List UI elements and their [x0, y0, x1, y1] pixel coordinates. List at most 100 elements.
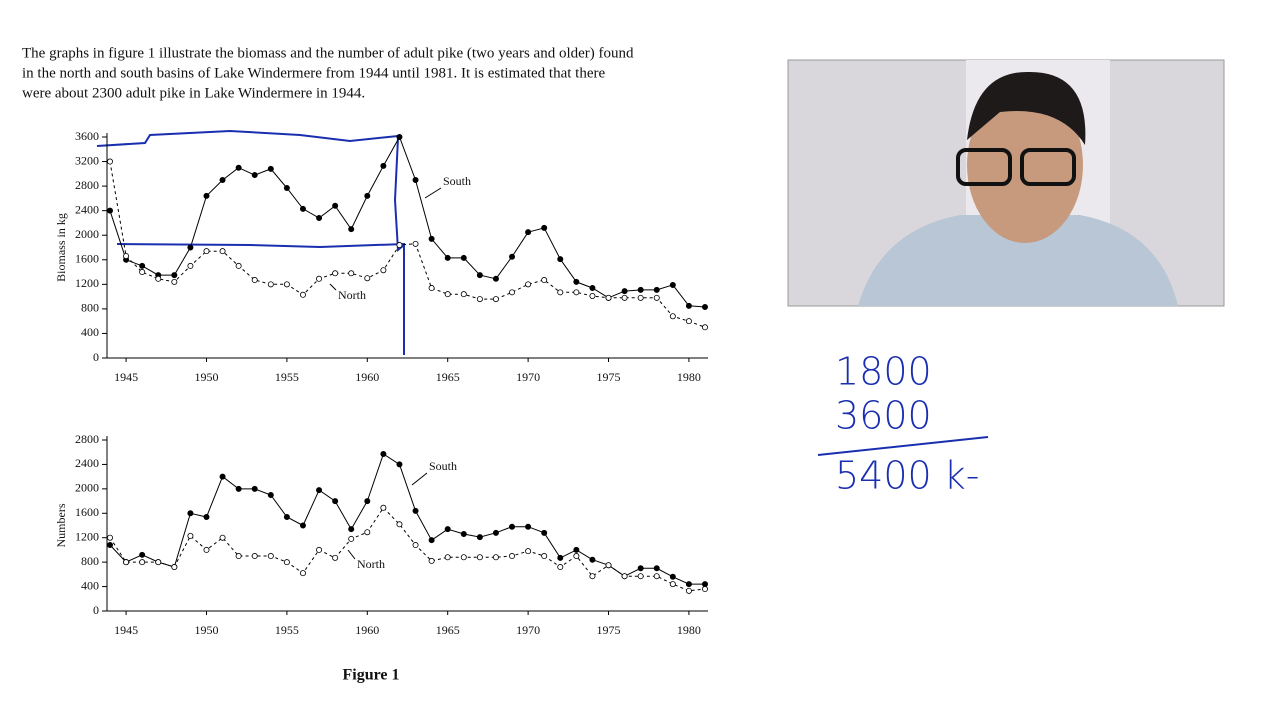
data-point: [509, 289, 516, 296]
data-point: [283, 184, 290, 191]
data-point: [605, 294, 612, 301]
data-point: [235, 485, 242, 492]
hand-drawing: [96, 129, 989, 456]
data-point: [299, 291, 306, 298]
data-point: [476, 296, 483, 303]
data-point: [187, 532, 194, 539]
data-point: [171, 278, 178, 285]
y-axis-label: Biomass in kg: [54, 213, 68, 282]
data-point: [380, 504, 387, 511]
x-tick-label: 1950: [194, 370, 218, 384]
y-tick-label: 2400: [75, 202, 99, 216]
data-point: [107, 534, 114, 541]
data-point: [235, 164, 242, 171]
y-axis-label: Numbers: [54, 503, 68, 547]
data-point: [685, 581, 692, 588]
data-point: [364, 529, 371, 536]
x-tick-label: 1945: [114, 623, 138, 637]
data-point: [444, 526, 451, 533]
data-point: [139, 559, 146, 566]
y-tick-label: 2000: [75, 227, 99, 241]
data-point: [669, 313, 676, 320]
data-point: [653, 573, 660, 580]
data-point: [702, 586, 709, 593]
data-point: [685, 318, 692, 325]
data-point: [380, 162, 387, 169]
data-point: [316, 487, 323, 494]
data-point: [444, 254, 451, 261]
x-tick-label: 1980: [677, 623, 701, 637]
data-point: [573, 278, 580, 285]
data-point: [525, 229, 532, 236]
data-point: [299, 570, 306, 577]
annotation-arrow: [329, 283, 337, 291]
paragraph-line: were about 2300 adult pike in Lake Winde…: [22, 85, 365, 101]
series-line: [109, 453, 705, 585]
data-point: [219, 248, 226, 255]
data-point: [396, 521, 403, 528]
data-point: [557, 289, 564, 296]
y-tick-label: 1600: [75, 505, 99, 519]
webcam-shirt: [858, 215, 1178, 306]
data-point: [251, 485, 258, 492]
data-point: [283, 559, 290, 566]
data-point: [267, 165, 274, 172]
data-point: [541, 224, 548, 231]
data-point: [476, 534, 483, 541]
series-line: [109, 135, 706, 308]
data-point: [702, 581, 709, 588]
data-point: [107, 542, 114, 549]
data-point: [573, 546, 580, 553]
data-point: [396, 133, 403, 140]
data-point: [316, 215, 323, 222]
data-point: [219, 176, 226, 183]
data-point: [187, 262, 194, 269]
handwriting: 3600: [835, 394, 932, 438]
annotation-arrow: [411, 472, 428, 486]
webcam-glasses: [956, 148, 1012, 186]
data-point: [380, 451, 387, 458]
x-tick-label: 1975: [597, 623, 621, 637]
data-point: [444, 291, 451, 298]
data-point: [702, 304, 709, 311]
y-tick-label: 3200: [75, 153, 99, 167]
series-line: [109, 507, 706, 592]
x-tick-label: 1960: [355, 370, 379, 384]
series-annotation: South: [429, 459, 457, 473]
data-point: [509, 523, 516, 530]
data-point: [299, 522, 306, 529]
data-point: [412, 240, 419, 247]
y-tick-label: 2400: [75, 456, 99, 470]
series-annotation: South: [443, 174, 471, 188]
data-point: [396, 242, 403, 249]
series-annotation: North: [338, 288, 366, 302]
data-point: [267, 491, 274, 498]
data-point: [589, 556, 596, 563]
data-point: [685, 302, 692, 309]
data-point: [412, 507, 419, 514]
data-point: [428, 285, 435, 292]
data-point: [525, 281, 532, 288]
data-point: [621, 288, 628, 295]
webcam-face: [967, 87, 1083, 243]
data-point: [525, 523, 532, 530]
data-point: [348, 526, 355, 533]
data-point: [139, 269, 146, 276]
data-point: [139, 262, 146, 269]
y-tick-label: 2800: [75, 178, 99, 192]
data-point: [541, 529, 548, 536]
data-point: [123, 559, 130, 566]
x-tick-label: 1970: [516, 623, 540, 637]
data-point: [348, 535, 355, 542]
annotation-arrow: [424, 187, 442, 199]
x-tick-label: 1955: [275, 623, 299, 637]
data-point: [460, 554, 467, 561]
data-point: [155, 559, 162, 566]
data-point: [203, 546, 210, 553]
data-point: [525, 548, 532, 555]
data-point: [605, 562, 612, 569]
data-point: [460, 254, 467, 261]
data-point: [476, 272, 483, 279]
figure-caption: Figure 1: [342, 667, 399, 684]
data-point: [573, 289, 580, 296]
